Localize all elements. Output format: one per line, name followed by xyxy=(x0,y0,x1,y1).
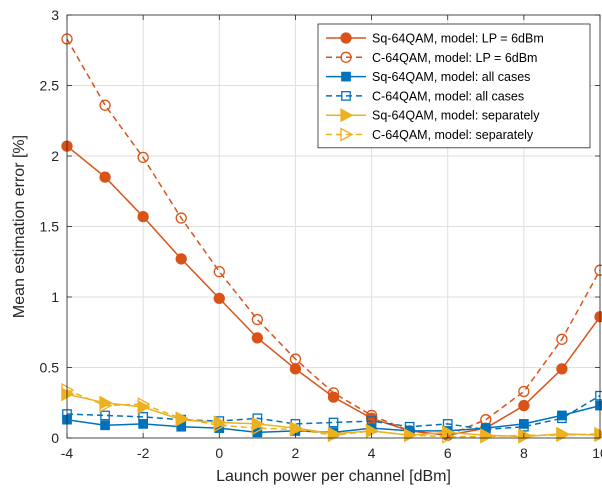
legend-label: C-64QAM, model: separately xyxy=(372,128,534,142)
data-point xyxy=(442,429,456,444)
data-point xyxy=(366,416,377,426)
y-tick-labels: 0 0.5 1 1.5 2 2.5 3 xyxy=(40,7,60,446)
legend-entry-3: Sq-64QAM, model: all cases xyxy=(326,70,530,84)
data-point xyxy=(556,333,568,345)
data-point xyxy=(175,253,187,265)
data-point xyxy=(557,413,567,424)
legend-label: C-64QAM, model: all cases xyxy=(372,89,524,103)
y-tick-label: 2 xyxy=(51,148,59,164)
data-point xyxy=(138,419,148,429)
x-tick-label: 2 xyxy=(292,445,300,461)
data-point xyxy=(99,171,111,183)
data-point xyxy=(61,382,75,398)
data-point xyxy=(595,400,602,411)
legend-entry-5: Sq-64QAM, model: separately xyxy=(326,108,540,123)
legend-label: Sq-64QAM, model: separately xyxy=(372,109,540,123)
data-point xyxy=(252,427,263,438)
x-tick-labels: -4 -2 0 2 4 6 8 10 xyxy=(61,445,602,461)
legend-marker xyxy=(340,127,354,142)
y-tick-label: 0.5 xyxy=(40,360,60,376)
data-point xyxy=(518,399,530,412)
legend-entry-6: C-64QAM, model: separately xyxy=(326,127,534,142)
data-point xyxy=(213,292,225,305)
legend-box xyxy=(317,23,591,149)
legend-marker xyxy=(341,91,351,101)
x-axis-label: Launch power per channel [dBm] xyxy=(216,468,451,485)
legend-entry-4: C-64QAM, model: all cases xyxy=(326,89,524,103)
data-point xyxy=(138,411,148,422)
data-point xyxy=(289,422,303,437)
legend-entry-1: Sq-64QAM, model: LP = 6dBm xyxy=(326,32,544,46)
series-line xyxy=(66,395,601,431)
data-point xyxy=(213,418,227,433)
data-point xyxy=(137,151,149,164)
series-6 xyxy=(61,382,602,444)
x-tick-label: -2 xyxy=(137,445,150,461)
tick-marks xyxy=(66,14,601,439)
data-point xyxy=(251,421,265,436)
y-tick-label: 3 xyxy=(51,7,59,23)
data-point xyxy=(404,421,415,432)
legend-label: Sq-64QAM, model: LP = 6dBm xyxy=(372,32,544,46)
legend-label: Sq-64QAM, model: all cases xyxy=(372,70,530,84)
data-point xyxy=(99,99,111,111)
data-point xyxy=(175,411,189,426)
x-tick-label: 4 xyxy=(368,445,376,461)
y-tick-label: 1 xyxy=(51,289,59,305)
y-tick-label: 1.5 xyxy=(40,219,60,235)
x-tick-label: 6 xyxy=(444,445,452,461)
data-point xyxy=(556,363,568,375)
data-point xyxy=(365,423,379,439)
x-tick-label: 0 xyxy=(215,445,223,461)
x-tick-label: 8 xyxy=(520,445,528,461)
legend-label: C-64QAM, model: LP = 6dBm xyxy=(372,51,537,65)
series-line xyxy=(66,38,601,436)
data-point xyxy=(289,363,302,375)
y-tick-label: 0 xyxy=(51,430,59,446)
data-point xyxy=(213,265,225,278)
data-point xyxy=(594,311,602,323)
data-point xyxy=(480,429,494,444)
data-point xyxy=(251,332,264,344)
data-point xyxy=(99,398,113,413)
data-point xyxy=(327,387,340,399)
series-layer xyxy=(61,33,602,444)
y-tick-label: 2.5 xyxy=(40,78,60,94)
data-point xyxy=(518,385,530,398)
data-point xyxy=(100,420,110,431)
legend-marker xyxy=(340,51,352,63)
series-line xyxy=(66,389,601,438)
x-tick-label: 10 xyxy=(592,445,602,461)
legend: Sq-64QAM, model: LP = 6dBm C-64QAM, model… xyxy=(317,23,591,149)
legend-marker xyxy=(340,32,352,44)
data-point xyxy=(175,212,187,224)
legend-marker xyxy=(340,108,354,123)
data-point xyxy=(594,426,602,441)
data-point xyxy=(251,313,264,326)
legend-entry-2: C-64QAM, model: LP = 6dBm xyxy=(326,51,537,65)
x-tick-label: -4 xyxy=(61,445,74,461)
data-point xyxy=(442,419,453,429)
y-axis-label: Mean estimation error [%] xyxy=(11,135,28,318)
data-point xyxy=(137,210,149,223)
data-point xyxy=(100,410,110,421)
data-point xyxy=(289,353,302,365)
data-point xyxy=(519,421,529,432)
data-point xyxy=(328,417,339,428)
legend-marker xyxy=(341,71,351,82)
data-point xyxy=(137,397,151,412)
